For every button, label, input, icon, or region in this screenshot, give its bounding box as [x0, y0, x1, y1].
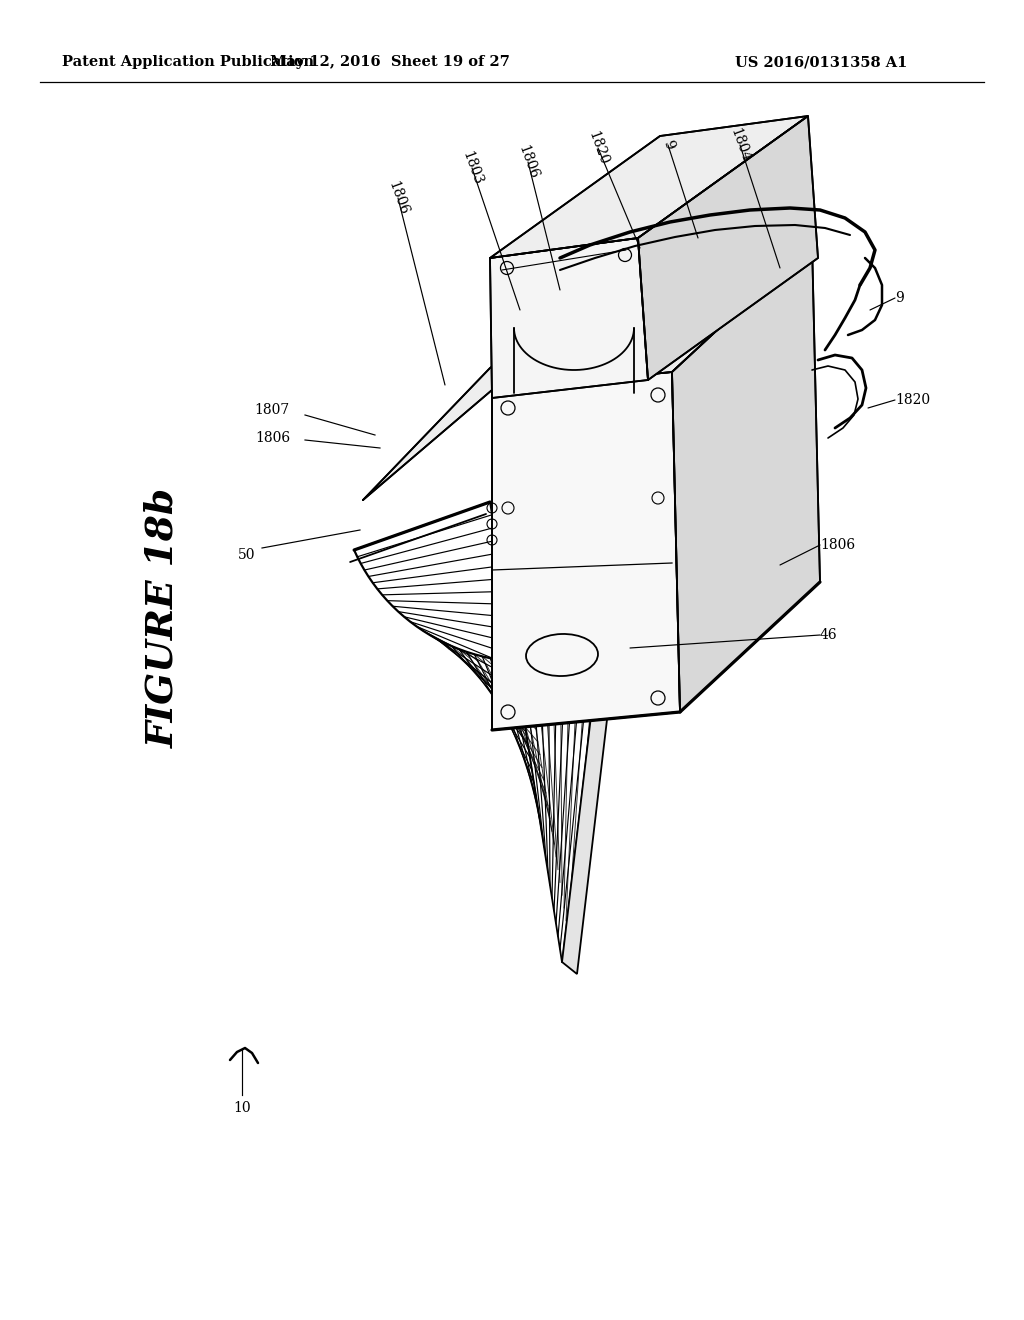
Polygon shape [638, 116, 818, 380]
Text: 1806: 1806 [255, 432, 290, 445]
Text: 1804: 1804 [727, 125, 753, 164]
Polygon shape [562, 651, 613, 974]
Text: FIGURE 18b: FIGURE 18b [144, 488, 181, 748]
Text: US 2016/0131358 A1: US 2016/0131358 A1 [735, 55, 907, 69]
Polygon shape [362, 260, 632, 500]
Text: 1806: 1806 [515, 143, 541, 181]
Polygon shape [490, 116, 808, 257]
Text: 1803: 1803 [460, 149, 484, 187]
Text: 1820: 1820 [895, 393, 930, 407]
Text: 9: 9 [895, 290, 904, 305]
Polygon shape [492, 242, 812, 389]
Text: 1807: 1807 [255, 403, 290, 417]
Text: 50: 50 [238, 548, 255, 562]
Text: Patent Application Publication: Patent Application Publication [62, 55, 314, 69]
Polygon shape [672, 242, 820, 711]
Polygon shape [490, 238, 648, 399]
Text: 10: 10 [233, 1101, 251, 1115]
Text: 1806: 1806 [820, 539, 855, 552]
Text: 1820: 1820 [586, 129, 610, 166]
Text: May 12, 2016  Sheet 19 of 27: May 12, 2016 Sheet 19 of 27 [270, 55, 510, 69]
Text: 9: 9 [659, 139, 676, 152]
Text: 46: 46 [820, 628, 838, 642]
Text: 1806: 1806 [385, 180, 411, 216]
Polygon shape [492, 372, 680, 730]
